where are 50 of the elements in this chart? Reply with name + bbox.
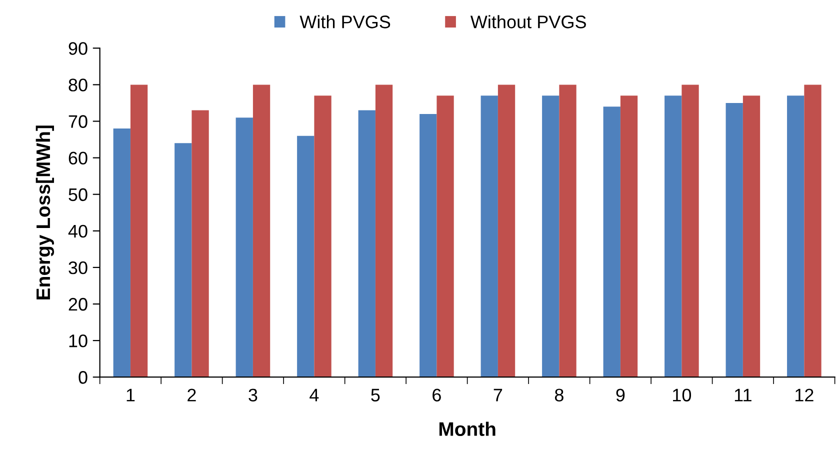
bar <box>420 114 437 378</box>
bar <box>787 96 804 378</box>
bar <box>664 96 682 378</box>
bar <box>620 96 638 378</box>
y-tick-label: 70 <box>68 115 88 128</box>
bar <box>314 96 332 378</box>
bar <box>130 84 148 378</box>
bar <box>559 84 576 378</box>
x-tick-label: 9 <box>616 388 625 402</box>
bar <box>682 84 699 378</box>
y-tick-label: 20 <box>68 298 88 311</box>
bar <box>174 143 192 378</box>
y-axis-title: Energy Loss[MWh] <box>36 126 54 300</box>
x-tick-label: 2 <box>188 388 196 402</box>
y-tick-label: 10 <box>69 334 88 348</box>
y-tick-label: 60 <box>68 152 88 165</box>
x-tick-label: 7 <box>494 388 502 402</box>
y-tick-label: 0 <box>78 371 88 384</box>
x-tick-label: 3 <box>248 388 258 402</box>
y-tick-label: 40 <box>68 224 88 238</box>
bar <box>113 128 130 378</box>
bar <box>498 84 516 378</box>
bar <box>480 96 498 378</box>
bar <box>542 96 560 378</box>
bar <box>603 106 620 378</box>
y-tick-label: 90 <box>68 42 88 55</box>
bar <box>236 118 253 378</box>
bar <box>252 84 270 378</box>
x-tick-label: 4 <box>310 388 319 402</box>
x-tick-label: 8 <box>554 388 564 402</box>
x-axis-title: Month <box>439 422 496 436</box>
y-tick-label: 30 <box>68 261 88 274</box>
x-tick-label: 1 <box>126 388 135 402</box>
legend-label: With PVGS <box>300 15 390 28</box>
bar <box>436 96 454 378</box>
legend-label: Without PVGS <box>470 15 586 28</box>
x-tick-label: 12 <box>796 388 814 402</box>
bar <box>726 102 743 378</box>
x-tick-label: 10 <box>673 388 692 402</box>
bar <box>297 136 314 378</box>
bar <box>358 110 376 378</box>
bar <box>375 84 393 378</box>
bar <box>742 96 760 378</box>
bar <box>804 84 822 378</box>
bar <box>192 110 209 378</box>
y-tick-label: 80 <box>68 78 88 92</box>
x-tick-label: 6 <box>432 388 441 402</box>
y-tick-label: 50 <box>68 188 88 202</box>
x-tick-label: 11 <box>734 388 752 402</box>
x-tick-label: 5 <box>371 388 380 402</box>
